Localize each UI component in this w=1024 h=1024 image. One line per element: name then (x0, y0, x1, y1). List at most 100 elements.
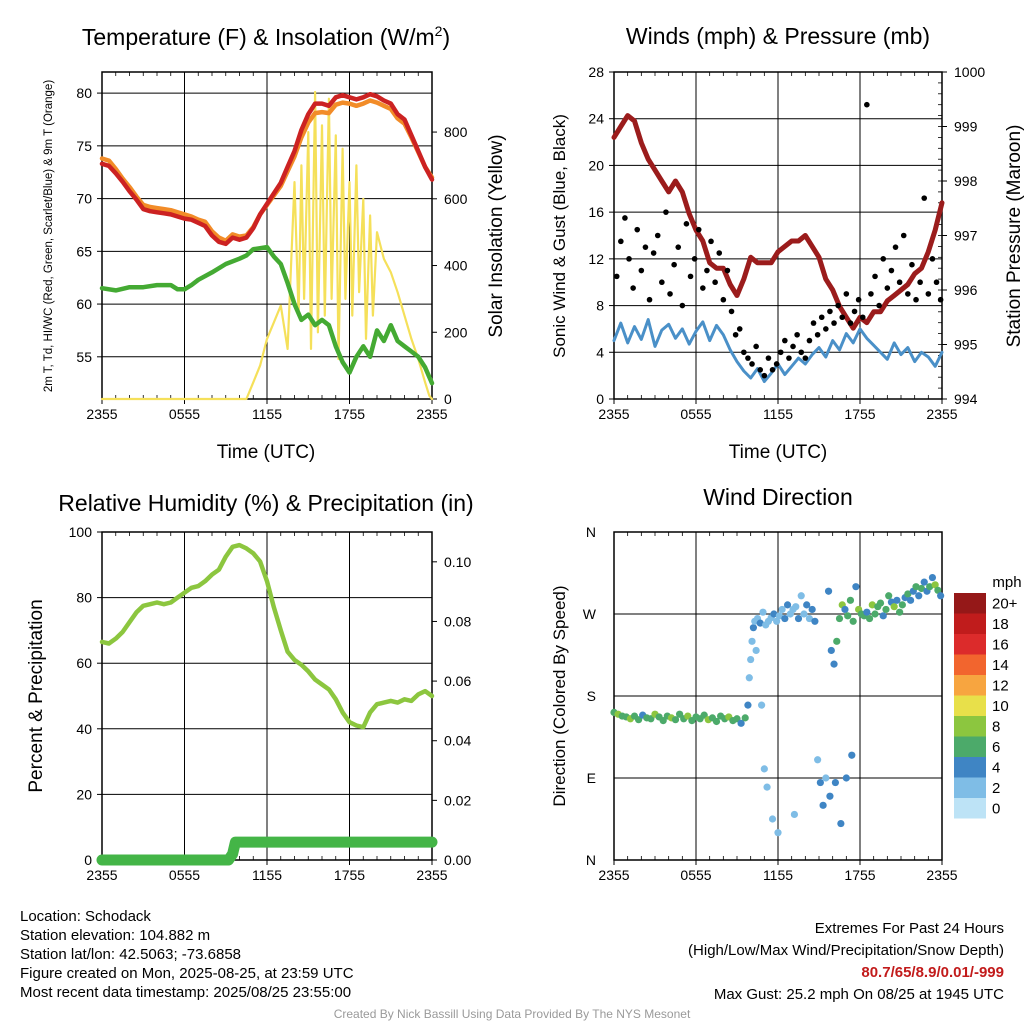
direction-point (781, 614, 789, 623)
legend-swatch (954, 777, 986, 798)
gust-point (864, 101, 870, 108)
gust-point (782, 337, 788, 344)
station-latlon: Station lat/lon: 42.5063; -73.6858 (20, 946, 242, 963)
gust-point (843, 291, 850, 297)
gust-point (802, 355, 809, 361)
direction-point (926, 583, 934, 591)
gust-point (683, 221, 690, 227)
direction-point (830, 660, 838, 668)
gust-point (900, 232, 907, 239)
direction-point (768, 815, 777, 823)
gust-point (663, 209, 669, 215)
gust-point (831, 320, 837, 326)
footer-credit: Created By Nick Bassill Using Data Provi… (333, 1007, 691, 1021)
gust-point (675, 244, 682, 250)
gust-point (765, 355, 772, 361)
direction-point (931, 581, 939, 589)
direction-point (819, 801, 827, 809)
series-line (99, 91, 435, 247)
gust-point (659, 279, 665, 286)
gust-point (806, 337, 813, 344)
x-tick-label: 1755 (844, 867, 875, 883)
direction-point (876, 599, 885, 607)
direction-point (915, 592, 923, 600)
y-tick-label: W (583, 606, 597, 622)
y-tick-label: 80 (76, 590, 92, 606)
direction-point (898, 601, 906, 609)
series-line (96, 836, 438, 866)
gust-point (827, 308, 833, 315)
x-tick-label: 2355 (86, 867, 117, 883)
gust-point (638, 267, 645, 274)
x-tick-label: 1755 (334, 406, 365, 422)
y-right-tick-label: 998 (954, 173, 978, 189)
y-right-tick-label: 0.00 (444, 852, 471, 868)
gust-point (720, 296, 727, 303)
panel-humidity: 0 20 40 60 80 100 0.00 0.02 0.04 0.06 0.08 0.10 2355… (26, 524, 471, 883)
x-axis-label: Time (UTC) (729, 442, 828, 463)
gust-point (613, 273, 620, 280)
gust-point (859, 314, 866, 321)
gust-point (753, 343, 759, 350)
gust-point (888, 267, 895, 274)
y-tick-label: 60 (76, 296, 92, 312)
gust-point (773, 361, 780, 367)
gust-point (777, 349, 784, 356)
y-axis-label-right: Solar Insolation (Yellow) (486, 134, 507, 337)
gust-point (732, 331, 739, 338)
x-tick-label: 1155 (763, 406, 793, 422)
y-tick-label: S (587, 688, 596, 704)
direction-point (831, 778, 840, 787)
gust-point (929, 256, 936, 262)
direction-point (712, 717, 721, 726)
y-right-tick-label: 1000 (954, 64, 985, 80)
y-tick-label: 0 (596, 391, 604, 407)
legend-label: 4 (992, 759, 1000, 776)
direction-point (846, 596, 855, 604)
y-tick-label: N (586, 524, 596, 540)
y-axis-label-left: 2m T, Td, HI/WC (Red, Green, Scarlet/Blu… (43, 80, 55, 392)
direction-point (896, 608, 904, 616)
y-tick-label: 20 (588, 157, 604, 173)
direction-point (756, 619, 764, 627)
direction-point (758, 701, 766, 709)
direction-point (759, 608, 767, 616)
direction-point (811, 617, 819, 625)
gust-point (810, 320, 817, 326)
direction-point (741, 714, 749, 722)
direction-point (800, 610, 808, 618)
y-tick-label: 75 (76, 138, 92, 154)
extremes-subtitle: (High/Low/Max Wind/Precipitation/Snow De… (688, 942, 1004, 959)
direction-point (928, 573, 937, 582)
direction-point (816, 778, 824, 787)
gust-point (634, 226, 641, 233)
y-tick-label: 28 (588, 64, 604, 80)
direction-point (790, 810, 799, 819)
chart-title: Winds (mph) & Pressure (mb) (626, 23, 930, 49)
gust-point (909, 261, 915, 268)
gust-point (745, 355, 751, 361)
y-tick-label: E (587, 770, 596, 786)
gust-point (695, 226, 702, 233)
direction-point (671, 716, 680, 724)
y-right-tick-label: 200 (444, 324, 468, 340)
gust-point (757, 367, 764, 373)
direction-point (774, 829, 782, 837)
gust-point (892, 244, 899, 250)
station-info: Location: Schodack Station elevation: 10… (20, 907, 354, 1002)
direction-point (773, 617, 781, 625)
gust-point (728, 308, 735, 315)
gust-point (708, 238, 714, 245)
direction-point (792, 603, 800, 611)
y-axis-label-left: Percent & Precipitation (26, 599, 47, 792)
gust-point (839, 314, 846, 321)
x-tick-label: 2355 (926, 867, 957, 883)
direction-point (805, 614, 814, 623)
direction-point (783, 601, 792, 609)
legend-label: 0 (992, 800, 1000, 817)
direction-point (937, 592, 945, 600)
direction-point (778, 605, 786, 614)
gust-point (618, 238, 624, 245)
